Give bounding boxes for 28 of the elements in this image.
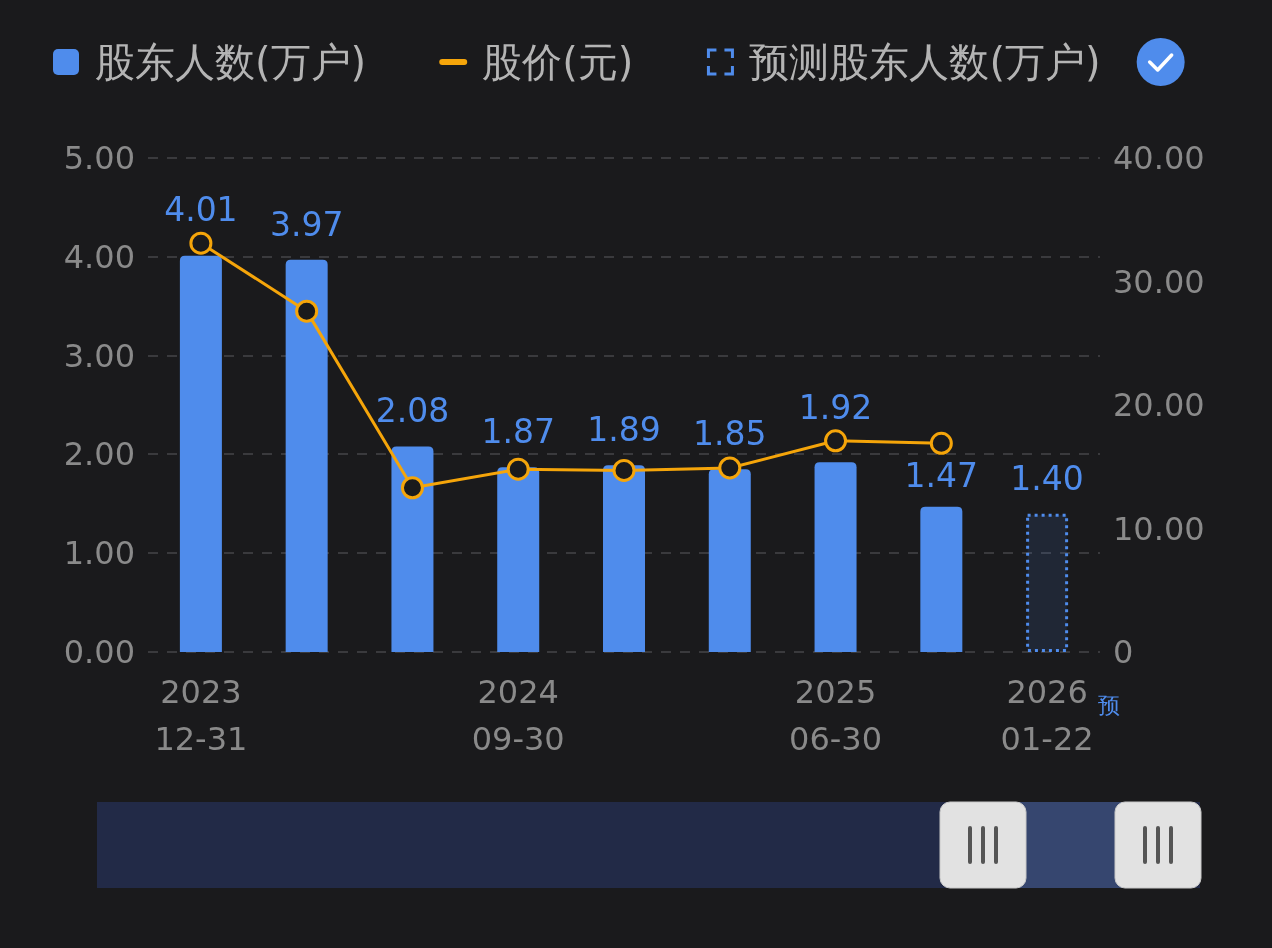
y-tick-label: 4.00: [63, 237, 135, 276]
y2-tick-label: 20.00: [1113, 386, 1205, 424]
y2-tick-label: 0: [1113, 633, 1134, 671]
y2-tick-label: 10.00: [1113, 509, 1205, 548]
y2-tick-label: 30.00: [1113, 262, 1205, 301]
data-label: 1.92: [798, 387, 873, 427]
x-tick-label: 2026 01-22: [1000, 673, 1094, 758]
x-tick-label: 2023 12-31: [154, 673, 248, 758]
data-label: 1.87: [481, 412, 555, 452]
y-tick-label: 3.00: [63, 336, 135, 375]
data-label: 1.47: [904, 456, 979, 496]
y-tick-label: 5.00: [63, 139, 135, 177]
data-label: 4.01: [164, 190, 238, 230]
data-label: 1.40: [1010, 458, 1084, 498]
legend-label: 预测股东人数(万户): [749, 39, 1101, 85]
data-label: 1.85: [693, 414, 767, 454]
x-tick-label: 2025 06-30: [789, 673, 883, 758]
text: 预: [1097, 692, 1120, 718]
data-label: 2.08: [375, 391, 450, 431]
y-tick-label: 2.00: [63, 435, 135, 474]
legend-label: 股价(元): [482, 39, 634, 85]
data-label: 1.89: [587, 410, 661, 450]
legend-label: 股东人数(万户): [95, 39, 367, 85]
data-label: 3.97: [269, 204, 344, 244]
x-tick-label: 2024 09-30: [471, 673, 565, 758]
y-tick-label: 1.00: [63, 534, 135, 573]
y2-tick-label: 40.00: [1113, 139, 1205, 177]
y-tick-label: 0.00: [63, 633, 135, 671]
